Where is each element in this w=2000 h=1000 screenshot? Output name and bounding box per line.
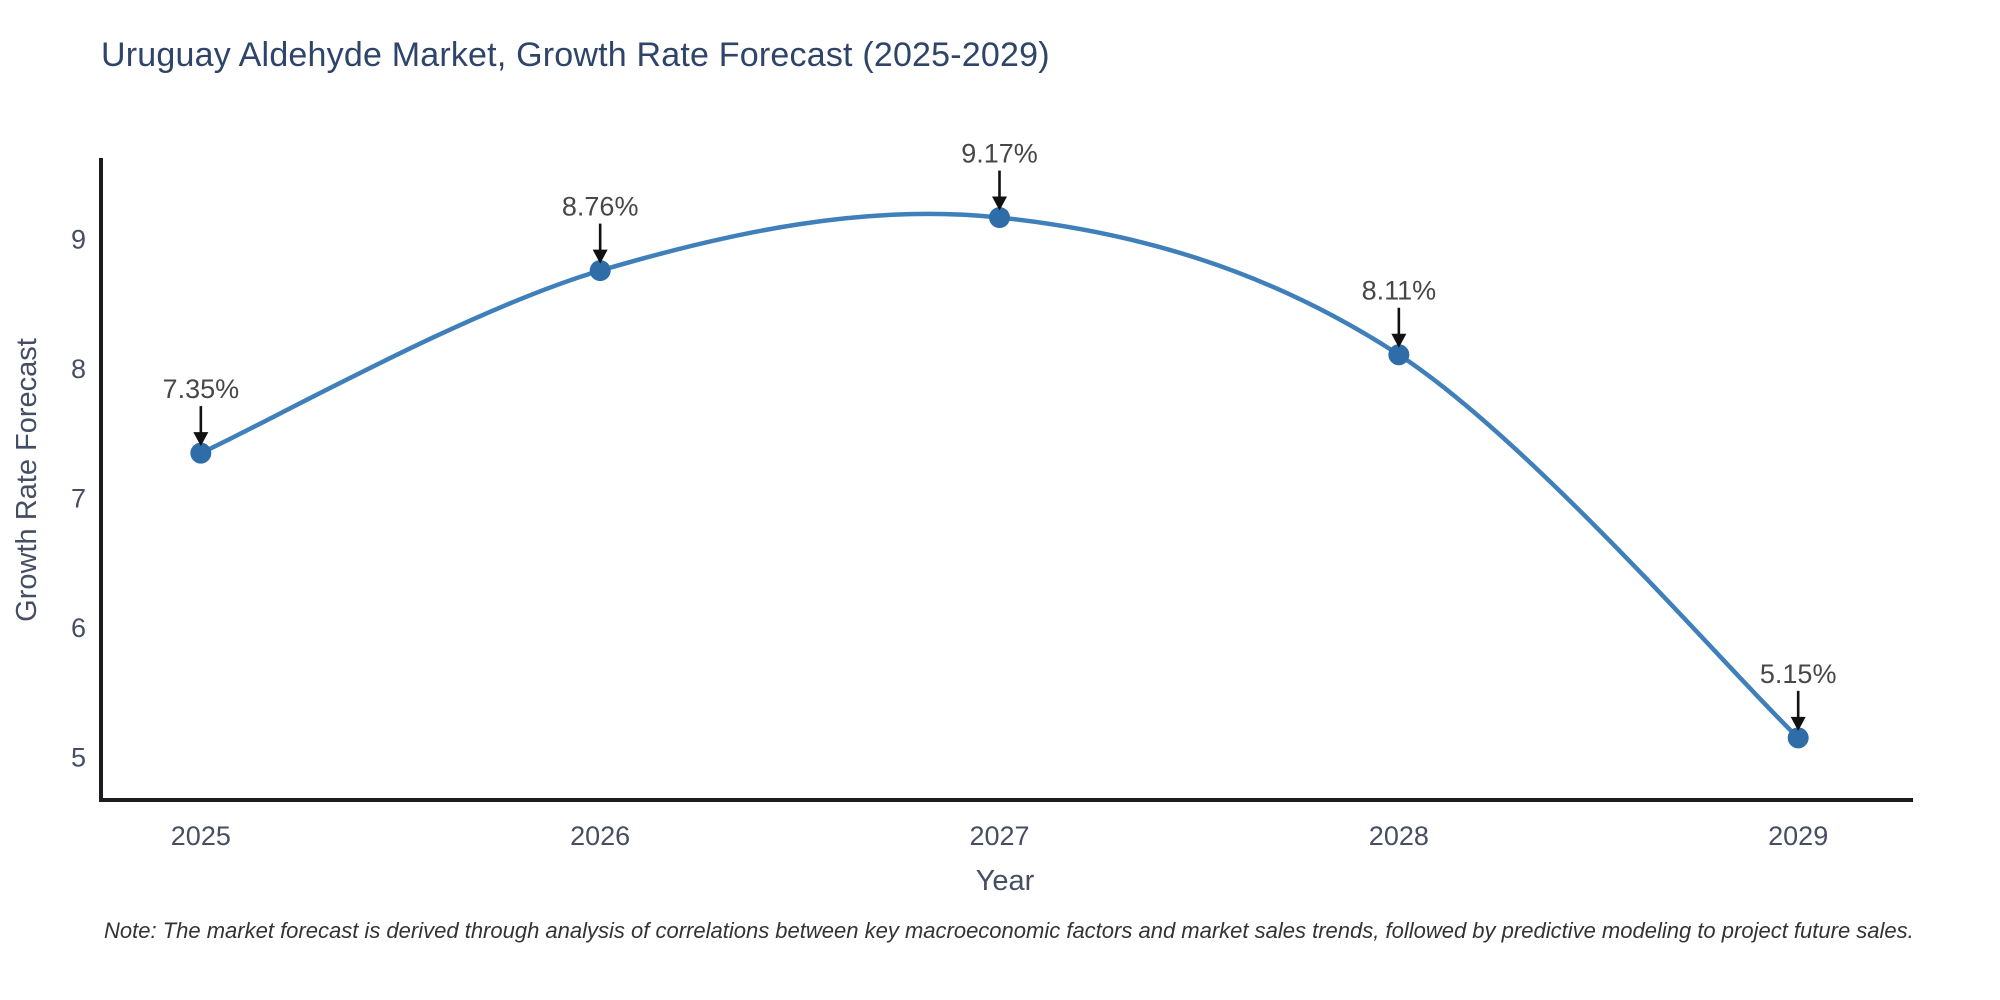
chart-title: Uruguay Aldehyde Market, Growth Rate For… bbox=[101, 36, 1050, 74]
data-point-marker bbox=[1787, 727, 1809, 749]
y-tick-label: 6 bbox=[71, 613, 86, 643]
data-point-label: 5.15% bbox=[1760, 659, 1837, 689]
y-tick-label: 5 bbox=[71, 742, 86, 772]
axis-lines bbox=[99, 158, 1913, 802]
y-tick-label: 9 bbox=[71, 225, 86, 255]
line-series bbox=[198, 211, 1801, 741]
annotation-arrowhead bbox=[592, 249, 608, 264]
annotation-arrowhead bbox=[1790, 716, 1806, 731]
data-point-label: 9.17% bbox=[961, 139, 1038, 169]
data-point-marker bbox=[989, 207, 1011, 229]
x-tick-label: 2028 bbox=[1369, 821, 1429, 851]
x-tick-label: 2025 bbox=[171, 821, 231, 851]
data-point-marker bbox=[190, 442, 212, 464]
data-point-marker bbox=[589, 260, 611, 282]
y-tick-label: 8 bbox=[71, 354, 86, 384]
data-point-label: 8.76% bbox=[562, 192, 639, 222]
data-point-marker bbox=[1388, 344, 1410, 366]
x-tick-label: 2026 bbox=[570, 821, 630, 851]
annotation-arrowhead bbox=[1391, 333, 1407, 348]
plot-area: 5 6 7 8 9 2025 2026 2027 2028 2029 7.35% 8.76% 9.17%… bbox=[71, 139, 1913, 851]
x-tick-label: 2027 bbox=[969, 821, 1029, 851]
y-axis-title: Growth Rate Forecast bbox=[11, 338, 43, 622]
data-point-label: 7.35% bbox=[163, 374, 240, 404]
annotation-arrowhead bbox=[992, 196, 1008, 211]
x-axis-title: Year bbox=[976, 865, 1035, 897]
data-point-label: 8.11% bbox=[1362, 276, 1437, 306]
chart-note: Note: The market forecast is derived thr… bbox=[104, 918, 1914, 943]
x-tick-label: 2029 bbox=[1768, 821, 1828, 851]
annotation-arrowhead bbox=[193, 432, 209, 447]
y-tick-label: 7 bbox=[71, 483, 86, 513]
